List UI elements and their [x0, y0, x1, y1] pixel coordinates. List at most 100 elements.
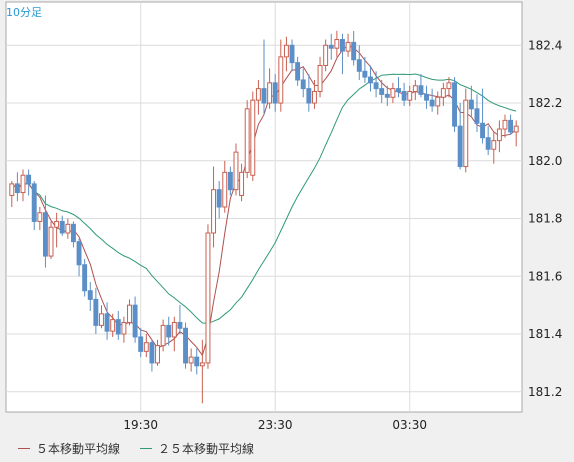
- candle-up: [502, 119, 508, 130]
- ma25-line: [11, 73, 517, 324]
- candle-down: [401, 91, 407, 101]
- candle-down: [272, 82, 278, 104]
- legend-item-ma5: ５本移動平均線: [18, 440, 120, 457]
- candle-down: [424, 93, 429, 101]
- candles: [9, 30, 519, 404]
- candle-up: [160, 324, 166, 347]
- candle-down: [373, 82, 379, 90]
- candle-down: [194, 356, 200, 367]
- candle-up: [171, 321, 177, 338]
- legend-label-ma25: ２５本移動平均線: [158, 442, 255, 456]
- x-tick-label: 19:30: [123, 418, 158, 432]
- y-tick-label: 182.0: [528, 154, 562, 168]
- candle-up: [267, 82, 273, 104]
- candle-down: [227, 171, 233, 191]
- candle-up: [323, 44, 329, 67]
- candle-up: [440, 88, 446, 98]
- legend: ５本移動平均線 ２５本移動平均線: [18, 440, 254, 457]
- candle-up: [317, 65, 323, 93]
- candle-up: [110, 319, 116, 332]
- candle-down: [396, 88, 401, 93]
- candle-up: [446, 82, 452, 90]
- candle-down: [356, 59, 362, 72]
- candle-up: [334, 39, 340, 49]
- candle-down: [166, 324, 172, 338]
- candle-down: [177, 321, 183, 329]
- candle-up: [496, 128, 502, 142]
- candle-up: [143, 342, 149, 352]
- candle-up: [255, 88, 261, 101]
- candle-down: [104, 313, 110, 332]
- candle-down: [14, 183, 20, 194]
- candle-up: [99, 313, 104, 326]
- candle-down: [457, 125, 463, 168]
- candle-up: [54, 220, 60, 228]
- timeframe-label: 10分足: [6, 6, 42, 19]
- candle-down: [379, 88, 385, 95]
- y-tick-label: 182.2: [528, 96, 562, 110]
- candle-down: [328, 44, 334, 49]
- candle-down: [82, 264, 88, 292]
- candle-down: [93, 298, 99, 326]
- y-tick-label: 181.2: [528, 385, 562, 399]
- ma25-path: [11, 73, 517, 324]
- candle-down: [362, 70, 368, 78]
- y-tick-label: 181.6: [528, 269, 562, 283]
- candle-down: [42, 212, 48, 257]
- y-tick-label: 181.4: [528, 327, 562, 341]
- candle-down: [31, 183, 37, 222]
- candle-up: [205, 232, 211, 364]
- legend-swatch-ma25: [140, 448, 153, 449]
- candle-down: [149, 342, 155, 364]
- candle-up: [239, 171, 245, 196]
- candle-down: [59, 220, 65, 234]
- candle-down: [508, 119, 514, 133]
- candle-up: [9, 183, 15, 196]
- candle-down: [480, 122, 486, 139]
- candle-up: [513, 125, 519, 133]
- candle-down: [26, 174, 32, 185]
- candle-up: [121, 321, 127, 335]
- candle-up: [48, 226, 54, 257]
- candle-down: [368, 76, 373, 84]
- candle-up: [211, 189, 217, 234]
- y-tick-label: 181.8: [528, 212, 562, 226]
- y-axis: 182.4 182.2 182.0 181.8 181.6 181.4 181.2: [528, 38, 562, 398]
- candle-down: [351, 41, 357, 61]
- candle-up: [222, 171, 228, 208]
- x-tick-label: 23:30: [258, 418, 293, 432]
- candle-up: [37, 212, 43, 222]
- x-tick-label: 03:30: [392, 418, 427, 432]
- candle-down: [306, 88, 312, 104]
- candle-down: [261, 88, 267, 104]
- candle-down: [76, 241, 82, 266]
- candle-down: [132, 304, 138, 338]
- candle-up: [199, 362, 205, 367]
- grid-lines: [6, 2, 522, 412]
- candle-up: [311, 91, 317, 104]
- y-tick-label: 182.4: [528, 38, 562, 52]
- legend-label-ma5: ５本移動平均線: [36, 442, 121, 456]
- candle-up: [435, 96, 441, 107]
- candle-down: [138, 336, 144, 352]
- candle-up: [283, 44, 289, 58]
- candle-up: [20, 174, 26, 194]
- candle-down: [452, 82, 458, 127]
- legend-item-ma25: ２５本移動平均線: [140, 440, 254, 457]
- candle-down: [289, 44, 295, 64]
- candle-down: [115, 319, 121, 335]
- candle-up: [233, 151, 239, 191]
- candle-down: [295, 62, 301, 81]
- candle-down: [183, 327, 188, 364]
- candle-down: [340, 39, 345, 52]
- x-axis: 19:30 23:30 03:30: [123, 418, 427, 432]
- candle-up: [463, 99, 469, 168]
- candle-down: [418, 85, 424, 95]
- candle-down: [70, 223, 76, 243]
- candle-down: [87, 290, 93, 300]
- candle-up: [278, 56, 284, 104]
- candle-up: [390, 88, 396, 98]
- candle-down: [429, 99, 435, 107]
- candle-up: [407, 91, 413, 101]
